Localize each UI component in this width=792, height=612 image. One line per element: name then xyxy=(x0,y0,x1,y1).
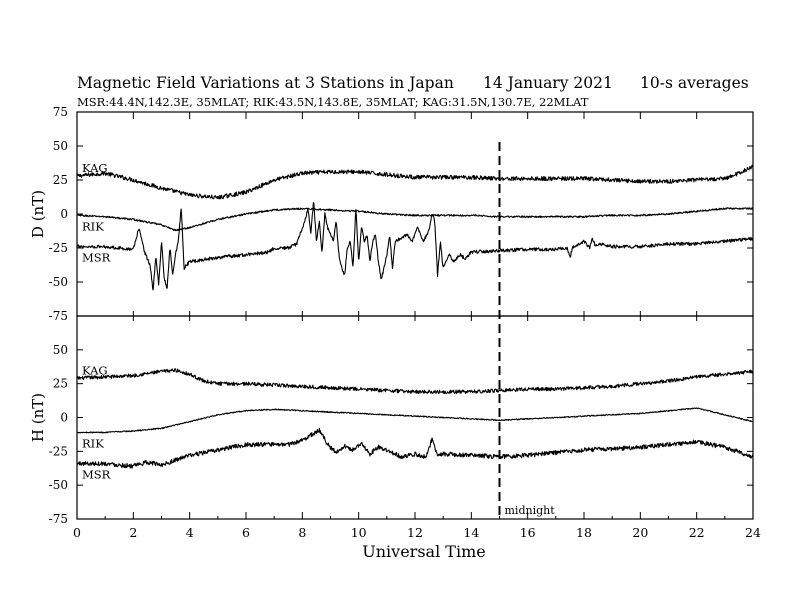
y-tick-label: 0 xyxy=(60,411,68,425)
series-label-rik: RIK xyxy=(82,219,104,233)
series-line-h-kag xyxy=(76,368,754,395)
x-tick-label: 20 xyxy=(632,525,648,540)
series-label-msr: MSR xyxy=(82,468,111,482)
series-label-rik: RIK xyxy=(82,436,104,450)
y-tick-label: -50 xyxy=(49,275,68,289)
y-tick-label: 25 xyxy=(53,377,68,391)
x-tick-label: 4 xyxy=(186,525,194,540)
y-tick-label: 50 xyxy=(53,139,68,153)
series-label-kag: KAG xyxy=(82,363,108,377)
y-tick-label: 25 xyxy=(53,173,68,187)
series-label-kag: KAG xyxy=(82,161,108,175)
chart-date: 14 January 2021 xyxy=(483,74,613,92)
chart-averaging: 10-s averages xyxy=(640,74,749,92)
y-tick-label: 75 xyxy=(53,105,68,119)
x-tick-label: 2 xyxy=(129,525,137,540)
x-tick-label: 24 xyxy=(745,525,761,540)
x-axis: 0 2 4 6 8 10 12 14 16 18 20 22 24 xyxy=(73,112,761,540)
x-tick-label: 14 xyxy=(463,525,479,540)
x-tick-label: 16 xyxy=(520,525,536,540)
series-line-d-msr xyxy=(76,202,754,291)
x-tick-label: 8 xyxy=(298,525,306,540)
series-line-d-kag xyxy=(76,164,754,200)
y-axis-label-h: H (nT) xyxy=(29,393,47,442)
midnight-marker: midnight xyxy=(498,142,556,519)
panel-frame-d xyxy=(76,111,754,317)
x-tick-label: 0 xyxy=(73,525,81,540)
y-axis-label-d: D (nT) xyxy=(29,190,47,238)
x-axis-label: Universal Time xyxy=(362,542,485,561)
y-tick-label: 0 xyxy=(60,207,68,221)
chart-title: Magnetic Field Variations at 3 Stations … xyxy=(77,74,454,92)
series-line-h-msr xyxy=(76,427,754,469)
panel-h: 50 25 0 -25 -50 -75 H (nT) KAG RIK MSR xyxy=(29,315,754,526)
panel-frame-h xyxy=(76,315,754,520)
x-tick-label: 10 xyxy=(351,525,367,540)
station-info: MSR:44.4N,142.3E, 35MLAT; RIK:43.5N,143.… xyxy=(77,95,589,109)
series-line-h-rik xyxy=(76,407,754,434)
y-tick-label: -25 xyxy=(49,444,68,458)
panel-d: 75 50 25 0 -25 -50 -75 D (nT) KAG RIK MSR xyxy=(29,105,754,323)
x-tick-label: 18 xyxy=(576,525,592,540)
y-tick-label: -75 xyxy=(49,309,68,323)
x-tick-label: 22 xyxy=(689,525,705,540)
midnight-label: midnight xyxy=(505,504,556,517)
y-tick-label: -50 xyxy=(49,478,68,492)
series-label-msr: MSR xyxy=(82,251,111,265)
x-tick-label: 6 xyxy=(242,525,250,540)
y-tick-label: 50 xyxy=(53,343,68,357)
series-line-d-rik xyxy=(76,207,754,232)
y-tick-label: -25 xyxy=(49,241,68,255)
y-tick-label: -75 xyxy=(49,512,68,526)
x-tick-label: 12 xyxy=(407,525,423,540)
